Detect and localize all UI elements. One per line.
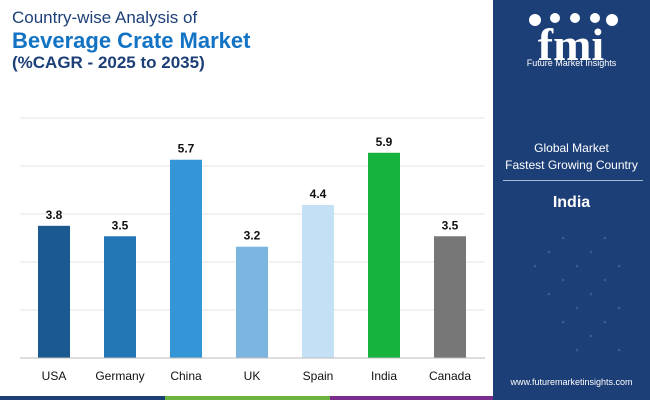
x-tick-label-usa: USA <box>42 369 67 383</box>
x-tick-label-india: India <box>371 369 397 383</box>
x-tick-label-spain: Spain <box>303 369 334 383</box>
bottom-band-green <box>165 396 330 400</box>
x-tick-label-germany: Germany <box>95 369 144 383</box>
bar-chart: 3.8 3.5 5.7 3.2 4.4 5.9 3.5 USA Germany China UK S… <box>20 117 485 383</box>
category-labels: USA Germany China UK Spain India Canada <box>42 369 472 383</box>
logo-globe-icon <box>590 13 600 23</box>
bar-canada <box>434 236 466 358</box>
sidebar-panel: fmi Future Market Insights Global Market… <box>493 0 650 400</box>
decorative-dot-pattern <box>533 236 621 352</box>
global-market-label: Global Market <box>534 141 609 155</box>
decor-dot <box>561 320 565 324</box>
decor-dot <box>575 348 579 352</box>
bottom-band-blue <box>0 396 165 400</box>
decor-dot <box>575 306 579 310</box>
fastest-country-value: India <box>552 194 591 211</box>
value-label-china: 5.7 <box>178 142 195 156</box>
fmi-logo: fmi <box>529 13 618 70</box>
decor-dot <box>547 292 551 296</box>
value-label-germany: 3.5 <box>112 218 129 232</box>
value-label-spain: 4.4 <box>310 187 327 201</box>
fastest-growing-label: Fastest Growing Country <box>505 158 638 172</box>
logo-globe-icon <box>529 14 541 26</box>
value-label-uk: 3.2 <box>244 229 261 243</box>
logo-subtitle: Future Market Insights <box>526 58 617 68</box>
decor-dot <box>603 320 607 324</box>
decor-dot <box>561 278 565 282</box>
value-labels: 3.8 3.5 5.7 3.2 4.4 5.9 3.5 <box>46 135 459 243</box>
chart-title: Country-wise Analysis of Beverage Crate … <box>12 8 250 72</box>
decor-dot <box>617 306 621 310</box>
logo-globe-icon <box>606 14 618 26</box>
decor-dot <box>617 264 621 268</box>
title-line-3: (%CAGR - 2025 to 2035) <box>12 52 205 72</box>
decor-dot <box>589 334 593 338</box>
logo-wordmark: fmi <box>538 19 605 70</box>
value-label-canada: 3.5 <box>442 218 459 232</box>
decor-dot <box>533 264 537 268</box>
value-label-india: 5.9 <box>376 135 393 149</box>
bar-uk <box>236 246 268 358</box>
decor-dot <box>589 292 593 296</box>
x-tick-label-uk: UK <box>244 369 261 383</box>
bar-india <box>368 152 400 358</box>
logo-globe-icon <box>550 13 560 23</box>
decor-dot <box>575 264 579 268</box>
bar-spain <box>302 204 334 358</box>
decor-dot <box>617 348 621 352</box>
divider <box>503 180 643 181</box>
x-tick-label-china: China <box>170 369 202 383</box>
bar-usa <box>38 225 70 358</box>
decor-dot <box>603 278 607 282</box>
decor-dot <box>589 250 593 254</box>
x-tick-label-canada: Canada <box>429 369 471 383</box>
decor-dot <box>561 236 565 240</box>
title-line-1: Country-wise Analysis of <box>12 8 198 27</box>
decor-dot <box>603 236 607 240</box>
bar-germany <box>104 236 136 358</box>
title-line-2: Beverage Crate Market <box>12 27 251 53</box>
bar-china <box>170 159 202 358</box>
website-link[interactable]: www.futuremarketinsights.com <box>510 377 633 387</box>
decor-dot <box>547 250 551 254</box>
logo-globe-icon <box>570 13 580 23</box>
value-label-usa: 3.8 <box>46 208 63 222</box>
bottom-band-purple <box>330 396 493 400</box>
bars <box>38 152 466 358</box>
